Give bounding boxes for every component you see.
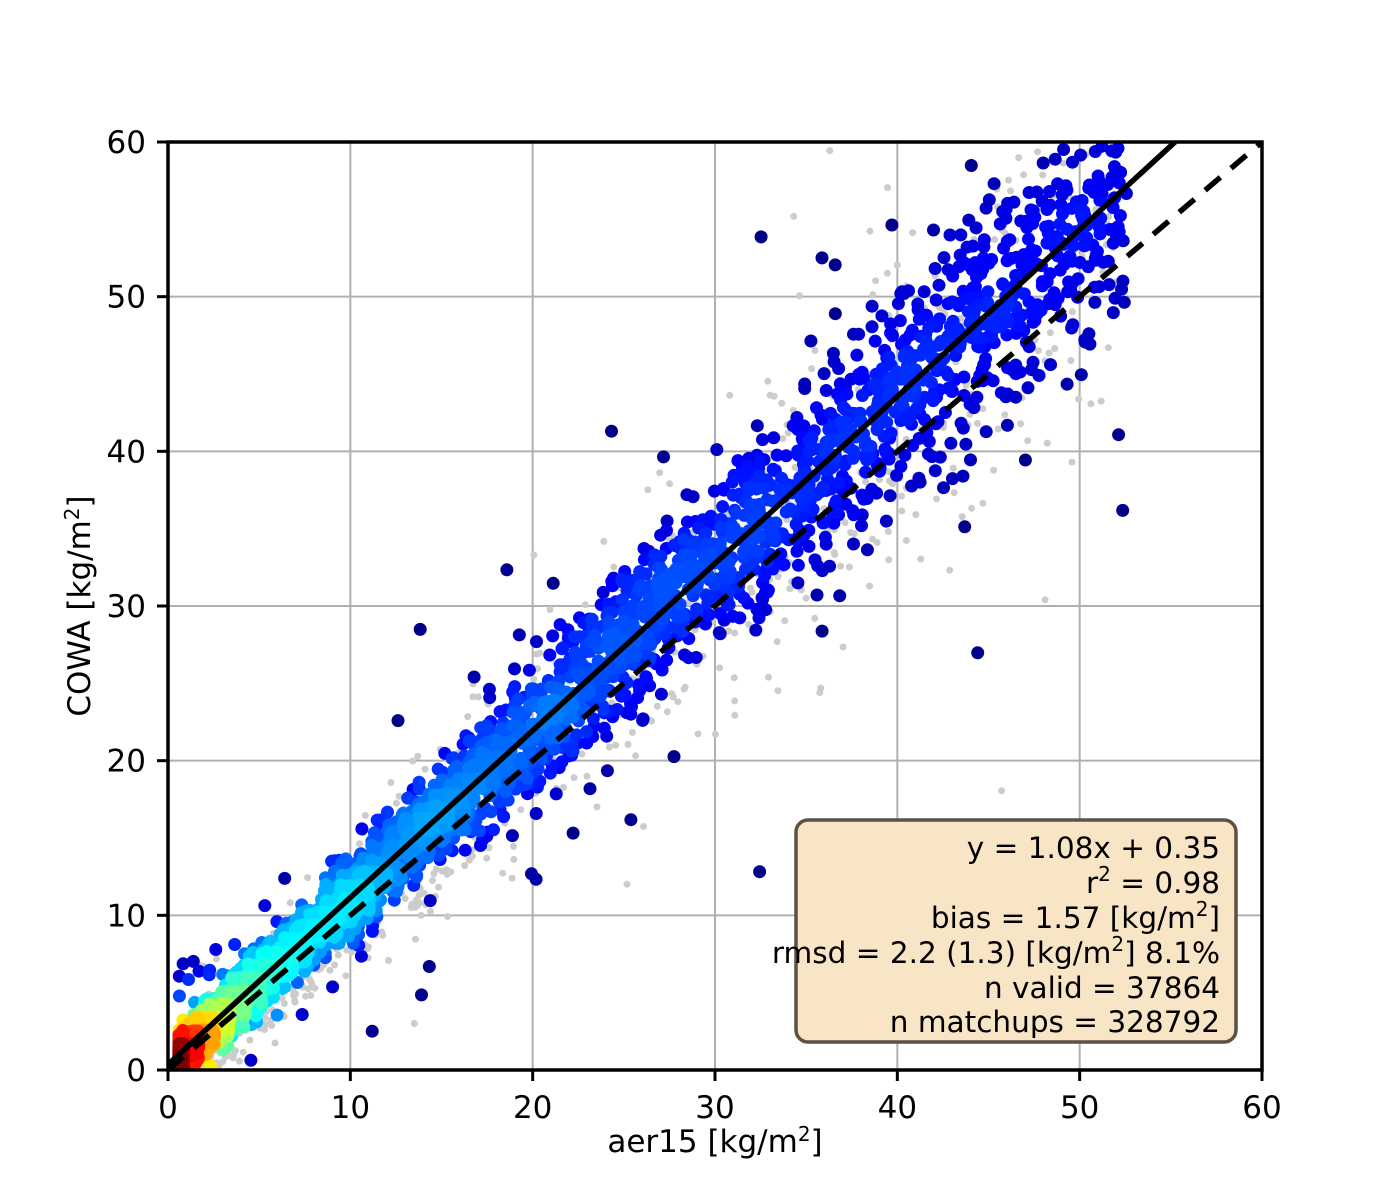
stat-line-r-squared: r2 = 0.98 [1086,862,1220,900]
regression-line [168,142,1177,1067]
stat-line-fit: y = 1.08x + 0.35 [967,831,1220,865]
y-tick-label: 0 [126,1053,146,1089]
y-axis-title-superscript: 2 [60,507,84,520]
y-tick-label: 40 [107,434,146,470]
x-tick-label: 10 [331,1090,370,1126]
stat-line-rmsd: rmsd = 2.2 (1.3) [kg/m2] 8.1% [772,932,1220,970]
stat-line-n-valid: n valid = 37864 [984,971,1220,1005]
y-tick-label: 60 [107,125,146,161]
stat-line-n-matchups: n matchups = 328792 [890,1005,1220,1039]
y-axis-title: COWA [kg/m2] [60,495,98,716]
x-axis-title: aer15 [kg/m2] [607,1122,822,1160]
x-tick-label: 30 [695,1090,734,1126]
y-tick-label: 10 [107,898,146,934]
y-tick-label: 30 [107,589,146,625]
x-tick-labels: 0 10 20 30 40 50 60 [158,1090,1282,1126]
y-axis-title-base: COWA [kg/m [62,520,98,716]
statistics-box: y = 1.08x + 0.35 r2 = 0.98 bias = 1.57 [… [772,818,1238,1044]
x-tick-label: 60 [1242,1090,1281,1126]
one-to-one-line [168,142,1262,1070]
x-tick-label: 20 [513,1090,552,1126]
stat-rmsd-post: ] 8.1% [1124,936,1220,970]
stat-bias-superscript: 2 [1196,897,1209,921]
y-tick-label: 50 [107,280,146,316]
tick-marks [157,140,1264,1081]
y-tick-labels: 0 10 20 30 40 50 60 [107,125,146,1089]
y-tick-label: 20 [107,744,146,780]
stat-bias-pre: bias = 1.57 [kg/m [931,901,1196,935]
x-tick-label: 0 [158,1090,178,1126]
stat-line-bias: bias = 1.57 [kg/m2] [931,897,1220,935]
x-axis-title-superscript: 2 [798,1122,811,1146]
stat-r2-post: = 0.98 [1111,866,1220,900]
stat-r2-superscript: 2 [1098,862,1111,886]
x-tick-label: 50 [1060,1090,1099,1126]
y-axis-title-tail: ] [62,495,98,507]
statistics-box-panel [794,818,1238,1044]
stat-rmsd-pre: rmsd = 2.2 (1.3) [kg/m [772,936,1112,970]
stat-bias-post: ] [1208,901,1220,935]
x-tick-label: 40 [878,1090,917,1126]
x-axis-title-tail: ] [811,1124,823,1160]
stat-rmsd-superscript: 2 [1111,932,1124,956]
stat-r2-pre: r [1086,866,1099,900]
x-axis-title-base: aer15 [kg/m [607,1124,797,1160]
